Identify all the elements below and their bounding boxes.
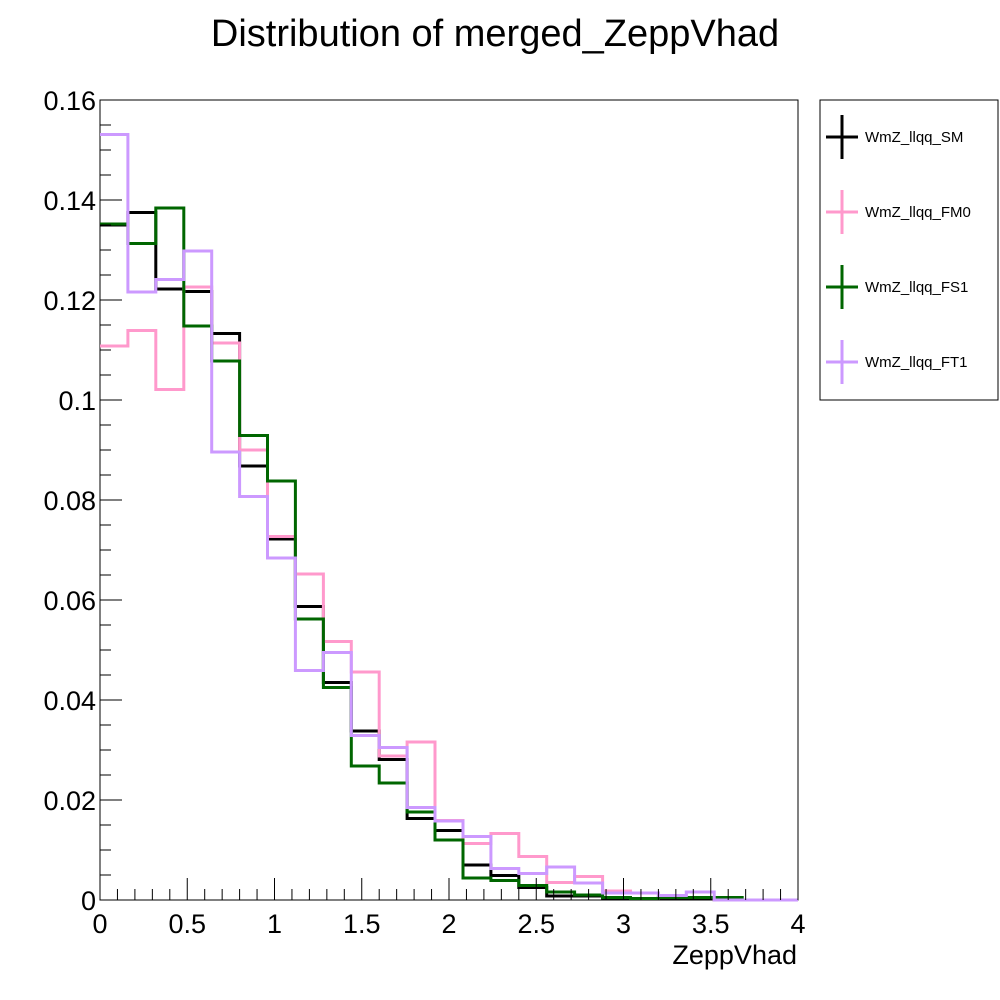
x-tick-label: 4 [790,909,805,939]
y-tick-label: 0.12 [43,286,96,316]
legend-box [819,99,999,401]
y-tick-label: 0.14 [43,186,96,216]
y-tick-label: 0 [81,886,96,916]
x-tick-label: 1 [267,909,282,939]
legend-label: WmZ_llqq_FT1 [865,354,968,371]
y-tick-label: 0.06 [43,586,96,616]
x-axis-label: ZeppVhad [672,940,797,970]
legend-entry: WmZ_llqq_FT1 [826,340,968,384]
x-tick-label: 3 [616,909,631,939]
x-tick-label: 0 [92,909,107,939]
x-tick-label: 2.5 [517,909,555,939]
legend-entry: WmZ_llqq_FM0 [826,190,971,234]
legend-label: WmZ_llqq_SM [865,129,963,146]
legend-entry: WmZ_llqq_SM [826,115,963,159]
y-tick-label: 0.02 [43,786,96,816]
x-tick-label: 3.5 [692,909,730,939]
legend-label: WmZ_llqq_FS1 [865,279,968,296]
y-tick-label: 0.08 [43,486,96,516]
x-tick-label: 1.5 [343,909,381,939]
legend-entry: WmZ_llqq_FS1 [826,265,968,309]
x-tick-label: 2 [441,909,456,939]
legend: WmZ_llqq_SM WmZ_llqq_FM0 WmZ_llqq_FS1 WmZ_l… [819,99,999,401]
legend-entries: WmZ_llqq_SM WmZ_llqq_FM0 WmZ_llqq_FS1 WmZ_l… [826,115,971,384]
legend-label: WmZ_llqq_FM0 [865,204,971,221]
y-tick-label: 0.1 [58,386,96,416]
y-tick-label: 0.16 [43,86,96,116]
axes-layer: 0 0.5 1 1.5 2 2.5 3 3.5 4 0 0.02 0.04 0.06 0.08 0.1 0.1… [43,86,805,939]
chart-title: Distribution of merged_ZeppVhad [211,13,779,55]
y-tick-label: 0.04 [43,686,96,716]
x-tick-label: 0.5 [168,909,206,939]
plot-frame [99,99,799,901]
